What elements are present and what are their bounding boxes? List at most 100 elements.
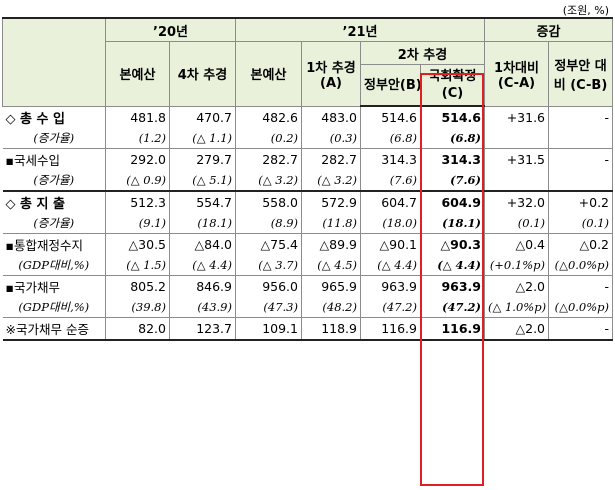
- cell: (47.2): [420, 297, 485, 318]
- cell: -: [547, 105, 614, 128]
- row-debt-net-increase: ※국가채무 순증 82.0 123.7 109.1 118.9 116.9 11…: [2, 317, 614, 341]
- cell: (△ 1.5): [105, 255, 170, 276]
- row-total-revenue-growth: (증가율) (1.2) (△ 1.1) (0.2) (0.3) (6.8) (6…: [2, 128, 614, 149]
- cell: (△ 1.0%p): [484, 297, 549, 318]
- cell: (18.1): [420, 213, 485, 234]
- cell: △89.9: [301, 233, 361, 255]
- cell: △0.2: [547, 233, 614, 255]
- cell: [547, 128, 614, 149]
- cell: (48.2): [301, 297, 361, 318]
- cell: (0.3): [301, 128, 361, 149]
- cell: (△0.0%p): [547, 297, 614, 318]
- cell: -: [547, 275, 614, 297]
- row-national-tax-growth: (증가율) (△ 0.9) (△ 5.1) (△ 3.2) (△ 3.2) (7…: [2, 170, 614, 191]
- col-vs-first: 1차대비 (C-A): [484, 41, 549, 107]
- cell: (7.6): [360, 170, 421, 191]
- cell: [484, 170, 549, 191]
- cell: 481.8: [105, 105, 170, 128]
- cell: 482.6: [235, 105, 302, 128]
- row-label: (증가율): [2, 170, 106, 191]
- cell: 512.3: [105, 190, 170, 213]
- row-label: ※국가채무 순증: [2, 317, 106, 341]
- cell: (6.8): [420, 128, 485, 149]
- cell: (39.8): [105, 297, 170, 318]
- cell: 123.7: [169, 317, 236, 341]
- cell: (47.3): [235, 297, 302, 318]
- cell: (△0.0%p): [547, 255, 614, 276]
- cell: 82.0: [105, 317, 170, 341]
- cell: 314.3: [360, 148, 421, 170]
- cell: 846.9: [169, 275, 236, 297]
- cell: [484, 128, 549, 149]
- header-2020: ’20년: [105, 17, 236, 42]
- row-label: (GDP대비,%): [2, 255, 106, 276]
- col-2020-main: 본예산: [105, 41, 170, 107]
- cell: 554.7: [169, 190, 236, 213]
- cell: 282.7: [235, 148, 302, 170]
- cell: (43.9): [169, 297, 236, 318]
- row-label: (증가율): [2, 128, 106, 149]
- row-label: ◇ 총 지 출: [2, 190, 106, 213]
- cell: (0.1): [484, 213, 549, 234]
- row-fiscal-balance: ▪통합재정수지 △30.5 △84.0 △75.4 △89.9 △90.1 △9…: [2, 233, 614, 255]
- cell: +31.5: [484, 148, 549, 170]
- cell: △30.5: [105, 233, 170, 255]
- col-vs-gov: 정부안 대비 (C-B): [547, 41, 614, 107]
- cell: +32.0: [484, 190, 549, 213]
- cell: 514.6: [360, 105, 421, 128]
- cell: △2.0: [484, 275, 549, 297]
- col-assembly: 국회확정 (C): [420, 64, 485, 107]
- cell: [547, 170, 614, 191]
- cell: (47.2): [360, 297, 421, 318]
- cell: (△ 4.5): [301, 255, 361, 276]
- cell: 116.9: [420, 317, 485, 341]
- cell: (△ 4.4): [169, 255, 236, 276]
- cell: (△ 1.1): [169, 128, 236, 149]
- cell: (9.1): [105, 213, 170, 234]
- row-label: ▪통합재정수지: [2, 233, 106, 255]
- row-national-debt-gdp: (GDP대비,%) (39.8) (43.9) (47.3) (48.2) (4…: [2, 297, 614, 318]
- cell: 109.1: [235, 317, 302, 341]
- cell: 279.7: [169, 148, 236, 170]
- cell: 965.9: [301, 275, 361, 297]
- cell: 558.0: [235, 190, 302, 213]
- cell: △84.0: [169, 233, 236, 255]
- cell: 116.9: [360, 317, 421, 341]
- unit-label: (조원, %): [562, 4, 609, 17]
- cell: (△ 5.1): [169, 170, 236, 191]
- header-2021: ’21년: [235, 17, 485, 42]
- row-label: ▪국가채무: [2, 275, 106, 297]
- fiscal-table: ’20년 ’21년 증감 본예산 4차 추경 본예산 1차 추경(A) 2차 추…: [2, 17, 614, 341]
- row-fiscal-balance-gdp: (GDP대비,%) (△ 1.5) (△ 4.4) (△ 3.7) (△ 4.5…: [2, 255, 614, 276]
- cell: 963.9: [420, 275, 485, 297]
- cell: 604.7: [360, 190, 421, 213]
- cell: (△ 4.4): [420, 255, 485, 276]
- col-2020-4th: 4차 추경: [169, 41, 236, 107]
- header-change: 증감: [483, 17, 614, 42]
- cell: (△ 3.7): [235, 255, 302, 276]
- cell: (△ 3.2): [235, 170, 302, 191]
- cell: 483.0: [301, 105, 361, 128]
- col-gov-proposal: 정부안(B): [360, 64, 421, 107]
- row-total-expenditure-growth: (증가율) (9.1) (18.1) (8.9) (11.8) (18.0) (…: [2, 213, 614, 234]
- cell: △90.1: [360, 233, 421, 255]
- cell: 604.9: [420, 190, 485, 213]
- cell: (18.1): [169, 213, 236, 234]
- cell: -: [547, 317, 614, 341]
- col-2021-main: 본예산: [235, 41, 302, 107]
- cell: +31.6: [484, 105, 549, 128]
- row-total-expenditure: ◇ 총 지 출 512.3 554.7 558.0 572.9 604.7 60…: [2, 190, 614, 213]
- cell: △2.0: [484, 317, 549, 341]
- cell: (△ 0.9): [105, 170, 170, 191]
- cell: (18.0): [360, 213, 421, 234]
- header-second-supp: 2차 추경: [360, 41, 485, 65]
- cell: (△ 4.4): [360, 255, 421, 276]
- cell: 956.0: [235, 275, 302, 297]
- cell: (8.9): [235, 213, 302, 234]
- cell: (1.2): [105, 128, 170, 149]
- cell: (7.6): [420, 170, 485, 191]
- cell: +0.2: [547, 190, 614, 213]
- cell: (0.2): [235, 128, 302, 149]
- cell: (0.1): [547, 213, 614, 234]
- row-national-tax: ▪국세수입 292.0 279.7 282.7 282.7 314.3 314.…: [2, 148, 614, 170]
